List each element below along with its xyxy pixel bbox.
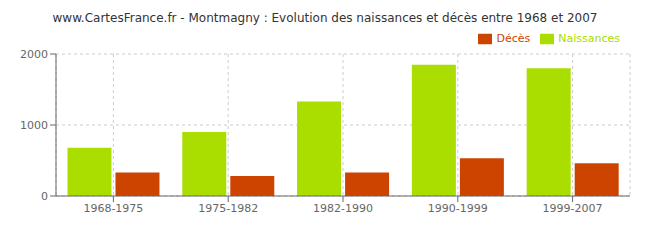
html-text:Naissances: Naissances bbox=[558, 32, 620, 45]
svg-text:1982-1990: 1982-1990 bbox=[313, 202, 373, 215]
svg-text:2000: 2000 bbox=[20, 48, 48, 61]
svg-text:1000: 1000 bbox=[20, 119, 48, 132]
html-text:www.CartesFrance.fr - Montmagn: www.CartesFrance.fr - Montmagny : Evolut… bbox=[52, 11, 598, 25]
svg-text:1975-1982: 1975-1982 bbox=[198, 202, 258, 215]
html-text:Décès: Décès bbox=[496, 32, 531, 45]
svg-text:1999-2007: 1999-2007 bbox=[543, 202, 603, 215]
svg-text:0: 0 bbox=[41, 190, 48, 203]
svg-text:1968-1975: 1968-1975 bbox=[83, 202, 143, 215]
svg-text:1990-1999: 1990-1999 bbox=[428, 202, 488, 215]
